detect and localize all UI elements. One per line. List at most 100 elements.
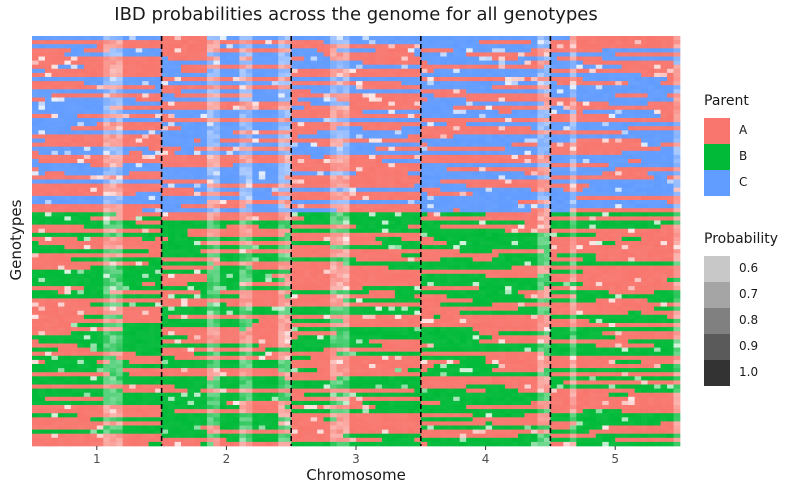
heatmap-cell [550,200,558,205]
heatmap-cell [343,68,350,74]
heatmap-cell [420,224,428,230]
heatmap-cell [524,52,532,57]
heatmap-cell [142,216,149,221]
heatmap-cell [485,175,493,180]
heatmap-cell [641,236,648,242]
heatmap-cell [362,72,370,78]
heatmap-cell [505,204,512,209]
heatmap-cell [168,44,175,49]
heatmap-cell [258,97,266,102]
heatmap-cell [414,175,422,180]
heatmap-cell [628,200,635,205]
heatmap-cell [64,167,72,172]
heatmap-cell [543,89,551,94]
heatmap-cell [38,101,46,107]
heatmap-cell [407,113,415,119]
heatmap-cell [667,85,674,90]
heatmap-cell [472,44,480,49]
heatmap-cell [284,236,292,242]
heatmap-cell [550,146,558,152]
heatmap-cell [265,138,273,143]
heatmap-cell [524,216,532,221]
heatmap-cell [51,142,59,148]
heatmap-cell [142,220,149,225]
heatmap-cell [187,232,195,238]
heatmap-cell [595,122,603,127]
heatmap-cell [304,191,311,197]
heatmap-cell [271,52,279,57]
heatmap-cell [673,93,681,98]
heatmap-cell [608,163,616,168]
heatmap-cell [498,191,506,197]
heatmap-cell [349,224,357,230]
heatmap-cell [330,101,337,107]
heatmap-cell [148,204,156,209]
heatmap-cell [129,212,137,217]
heatmap-cell [349,36,357,41]
heatmap-cell [226,56,234,61]
heatmap-cell [336,224,344,230]
heatmap-cell [38,195,46,201]
heatmap-cell [634,60,642,66]
heatmap-cell [563,101,571,107]
heatmap-cell [343,89,350,94]
heatmap-cell [362,208,370,213]
heatmap-cell [206,208,214,213]
heatmap-cell [641,167,648,172]
heatmap-cell [563,48,571,53]
heatmap-cell [530,118,538,123]
heatmap-cell [472,159,480,164]
heatmap-cell [466,154,473,160]
heatmap-cell [38,93,46,98]
heatmap-cell [317,44,324,49]
heatmap-cell [440,44,448,49]
heatmap-cell [543,52,551,57]
heatmap-cell [258,159,266,164]
heatmap-cell [602,220,610,225]
heatmap-cell [226,122,234,127]
heatmap-cell [291,195,299,201]
heatmap-cell [621,236,629,242]
heatmap-cell [44,68,52,74]
heatmap-cell [427,52,435,57]
heatmap-cell [582,93,590,98]
heatmap-cell [582,40,590,45]
heatmap-cell [271,126,279,131]
heatmap-cell [505,236,512,242]
heatmap-cell [511,212,519,217]
heatmap-cell [252,228,260,234]
heatmap-cell [595,97,603,102]
heatmap-cell [32,126,39,131]
heatmap-cell [362,97,370,102]
heatmap-cell [135,81,143,86]
heatmap-cell [271,97,279,102]
heatmap-cell [356,118,363,123]
heatmap-cell [375,40,383,45]
heatmap-cell [317,236,324,242]
heatmap-cell [543,224,551,230]
heatmap-cell [543,179,551,184]
heatmap-cell [155,81,162,86]
heatmap-cell [498,52,506,57]
heatmap-cell [219,81,227,86]
heatmap-cell [673,142,681,148]
heatmap-cell [135,113,143,119]
heatmap-cell [213,68,221,74]
heatmap-cell [90,228,98,234]
heatmap-cell [187,118,195,123]
heatmap-cell [181,68,188,74]
heatmap-cell [239,113,247,119]
heatmap-cell [505,113,512,119]
heatmap-cell [654,105,661,111]
heatmap-cell [77,228,85,234]
heatmap-cell [122,146,130,152]
heatmap-cell [245,130,253,135]
heatmap-cell [543,154,551,160]
heatmap-cell [194,179,201,184]
heatmap-cell [219,138,227,143]
heatmap-cell [602,81,610,86]
heatmap-cell [466,232,473,238]
heatmap-cell [64,122,72,127]
heatmap-cell [356,150,363,156]
heatmap-cell [582,150,590,156]
